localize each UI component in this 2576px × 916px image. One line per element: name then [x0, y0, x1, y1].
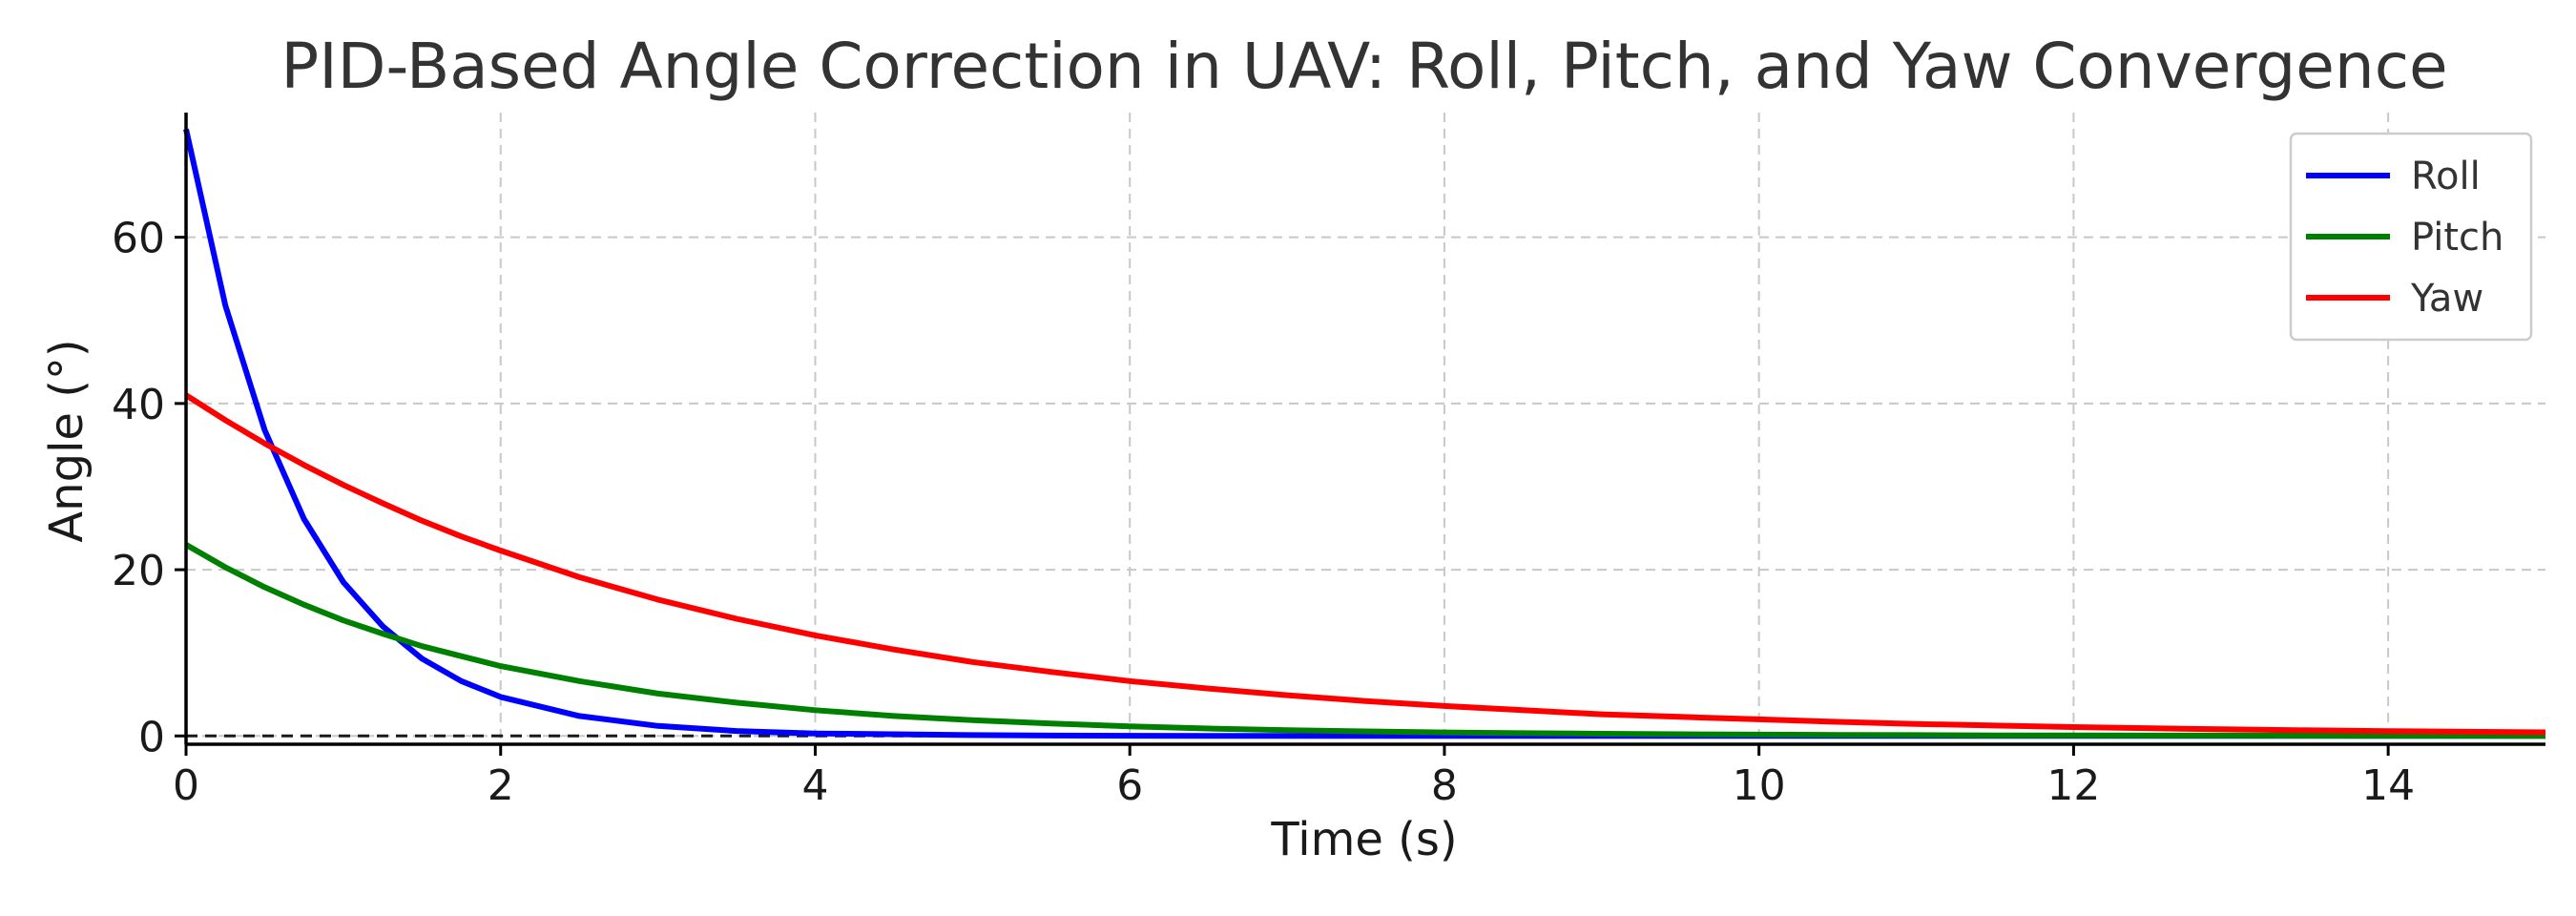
axis-ticks: 0 2 4 6 8 10 12 14 0 20 40 60: [112, 215, 2415, 810]
y-tick-label-2: 40: [112, 381, 165, 429]
series-line-yaw: [184, 392, 2546, 736]
legend-label-yaw: Yaw: [2410, 277, 2483, 321]
x-tick-label-4: 8: [1431, 761, 1458, 810]
y-axis-label: Angle (°): [40, 339, 93, 542]
chart-title: PID-Based Angle Correction in UAV: Roll,…: [280, 30, 2447, 103]
grid: [185, 113, 2545, 744]
legend-label-roll: Roll: [2411, 155, 2481, 198]
y-tick-label-1: 20: [112, 547, 165, 595]
legend: Roll Pitch Yaw: [2289, 132, 2533, 342]
series-lines: [183, 128, 2546, 739]
axes: [184, 113, 2545, 746]
x-tick-label-2: 4: [801, 761, 828, 810]
x-tick-label-3: 6: [1116, 761, 1143, 810]
legend-label-pitch: Pitch: [2411, 216, 2503, 260]
x-tick-label-5: 10: [1733, 761, 1786, 810]
legend-frame: [2289, 132, 2533, 342]
y-tick-label-0: 0: [138, 713, 165, 761]
y-tick-label-3: 60: [112, 215, 165, 263]
x-axis-label: Time (s): [1270, 813, 1457, 866]
x-tick-label-0: 0: [173, 761, 199, 810]
x-tick-label-6: 12: [2046, 761, 2100, 810]
series-line-roll: [183, 128, 2545, 739]
x-tick-label-1: 2: [488, 761, 514, 810]
x-tick-label-7: 14: [2361, 761, 2415, 810]
series-line-pitch: [184, 542, 2546, 739]
